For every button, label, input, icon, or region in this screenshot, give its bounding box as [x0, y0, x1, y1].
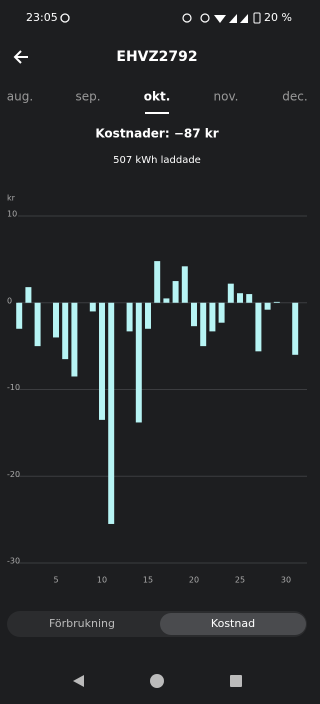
bar	[145, 302, 151, 329]
bar	[255, 302, 262, 352]
screen: 23:05 20 % EHVZ2792 aug. sep. okt. nov. dec.…	[0, 0, 315, 700]
cost-summary: Kostnader: −87 kr	[95, 127, 218, 141]
bar	[209, 302, 216, 332]
bar	[191, 302, 197, 327]
toggle-option[interactable]: Kostnad	[211, 617, 255, 630]
toggle-selected	[160, 613, 306, 635]
bar	[181, 266, 188, 303]
nav-recents[interactable]	[230, 675, 242, 687]
y-tick-label: -20	[7, 470, 20, 479]
bar	[218, 302, 225, 323]
tab-indicator	[145, 112, 169, 114]
y-tick-label: -30	[7, 557, 20, 566]
bar	[163, 298, 170, 303]
bar	[246, 294, 253, 303]
bar	[237, 293, 243, 303]
alarm-icon	[60, 13, 70, 23]
month-tab[interactable]: aug.	[7, 90, 33, 104]
x-tick-label: 5	[53, 576, 58, 585]
bar	[99, 302, 105, 420]
bar	[154, 261, 161, 303]
bar	[25, 287, 32, 303]
toggle-option[interactable]: Förbrukning	[49, 617, 115, 630]
page: 23:05 20 % EHVZ2792 aug. sep. okt. nov. dec.…	[0, 0, 315, 700]
energy-summary: 507 kWh laddade	[113, 155, 201, 166]
background	[0, 0, 315, 700]
bar	[108, 302, 115, 524]
bar	[89, 302, 96, 312]
bar	[273, 301, 280, 303]
status-time: 23:05	[26, 11, 58, 24]
bar	[264, 302, 271, 310]
status-icons	[182, 12, 261, 24]
bar	[34, 302, 41, 347]
y-tick-label: 0	[7, 296, 12, 305]
month-tab[interactable]: sep.	[75, 90, 100, 104]
x-tick-label: 25	[235, 576, 245, 585]
bar	[16, 302, 23, 329]
bar	[292, 302, 299, 355]
bar	[62, 302, 69, 360]
bar	[71, 302, 78, 377]
month-tab[interactable]: nov.	[214, 90, 239, 104]
bar	[172, 281, 179, 303]
back-button[interactable]	[13, 50, 28, 64]
month-tab[interactable]: okt.	[144, 90, 171, 104]
y-tick-label: 10	[7, 210, 17, 219]
bar	[126, 302, 133, 332]
bar	[227, 283, 234, 303]
y-axis-label: kr	[7, 194, 16, 203]
bar	[53, 302, 59, 338]
header-title: EHVZ2792	[116, 49, 197, 65]
x-tick-label: 15	[143, 576, 153, 585]
x-tick-label: 10	[97, 576, 107, 585]
nav-back[interactable]	[73, 675, 84, 687]
month-tab[interactable]: dec.	[282, 90, 307, 104]
x-tick-label: 30	[281, 576, 291, 585]
x-tick-label: 20	[189, 576, 199, 585]
bar	[135, 302, 142, 423]
bar	[200, 302, 207, 347]
nav-home[interactable]	[150, 674, 164, 688]
status-battery: 20 %	[264, 11, 292, 24]
y-tick-label: -10	[7, 383, 20, 392]
